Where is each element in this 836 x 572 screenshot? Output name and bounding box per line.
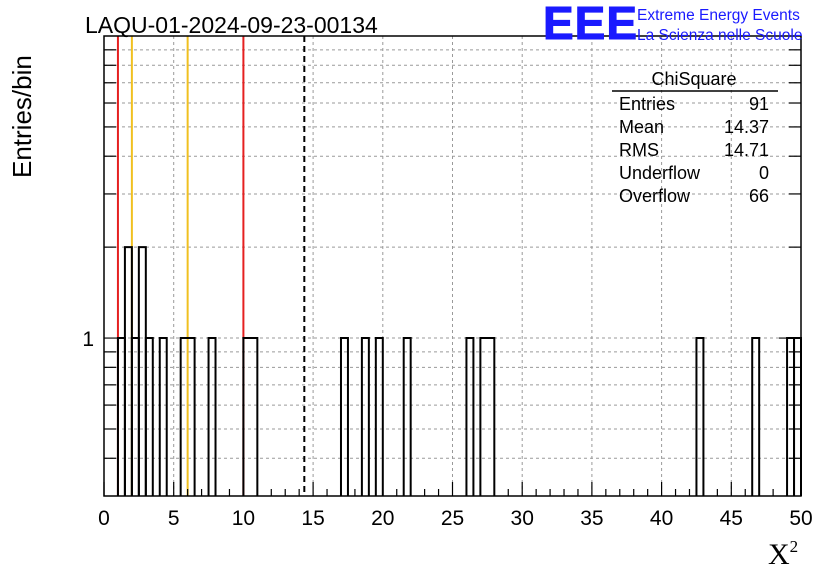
x-tick-label: 5 [168,507,180,530]
stats-row-label: Overflow [619,186,691,206]
histogram-bin [786,337,796,496]
axes [103,35,802,497]
stats-row-label: RMS [619,140,659,160]
histogram-bin [116,337,126,496]
histogram-bin [144,337,154,496]
tick-labels: 0 5 10 15 20 25 30 35 40 45 50 1 [82,328,812,530]
x-tick-label: 40 [650,507,673,530]
x-tick-label: 30 [511,507,534,530]
histogram-bin [339,337,349,496]
stats-box-title: ChiSquare [651,69,736,89]
histogram-bin [179,337,196,496]
stats-row-value: 0 [759,163,769,183]
eee-logo-line2: La Scienza nelle Scuole [637,27,802,44]
stats-row-label: Mean [619,117,664,137]
eee-logo-mark: EEE [543,0,638,49]
eee-logo: EEE Extreme Energy Events La Scienza nel… [543,0,803,50]
x-tick-label: 10 [232,507,255,530]
grid-lines [104,36,801,496]
histogram-bin [479,337,496,496]
x-axis-label: X2 [768,537,798,571]
stats-row-value: 14.71 [724,140,769,160]
chart-title: LAQU-01-2024-09-23-00134 [85,12,378,38]
stats-rows: Entries 91 Mean 14.37 RMS 14.71 Underflow 0 Over… [619,94,769,206]
x-tick-label: 20 [371,507,394,530]
stats-row-value: 91 [749,94,769,114]
y-axis-label: Entries/bin [7,55,37,178]
stats-row-label: Underflow [619,163,701,183]
x-axis-label-superscript: 2 [790,537,799,556]
histogram-bin [793,337,802,496]
histogram-bin [751,337,761,496]
x-tick-label: 25 [441,507,464,530]
histogram-bins [116,246,802,496]
histogram-bin [695,337,705,496]
x-tick-label: 35 [580,507,603,530]
histogram-bin [130,337,140,496]
stats-row-label: Entries [619,94,675,114]
histogram-bin [242,337,259,496]
eee-logo-line1: Extreme Energy Events [637,7,800,24]
histogram-bin [158,337,168,496]
histogram-bin [207,337,217,496]
x-tick-label: 50 [789,507,812,530]
x-tick-label: 15 [301,507,324,530]
y-tick-label: 1 [82,328,94,351]
stats-row-value: 66 [749,186,769,206]
histogram-bin [374,337,384,496]
histogram-bin [465,337,475,496]
x-tick-label: 45 [720,507,743,530]
stats-box: ChiSquare Entries 91 Mean 14.37 RMS 14.71 Unde… [612,69,778,206]
stats-row-value: 14.37 [724,117,769,137]
x-axis-label-main: X [768,538,790,571]
x-tick-label: 0 [98,507,110,530]
histogram-bin [402,337,412,496]
histogram-bin [360,337,370,496]
